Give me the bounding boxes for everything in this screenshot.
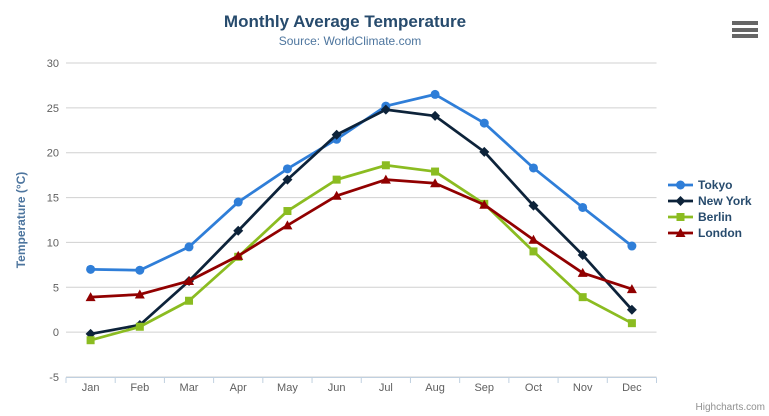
x-axis-tick-label: Sep [474, 382, 494, 394]
data-point-new-york[interactable] [626, 304, 637, 315]
data-point-london[interactable] [430, 178, 441, 188]
legend-label: New York [698, 194, 752, 208]
y-axis-tick-label: 5 [53, 282, 59, 294]
hamburger-icon [732, 21, 758, 25]
data-point-new-york[interactable] [577, 249, 588, 260]
data-point-london[interactable] [233, 250, 244, 260]
data-point-tokyo[interactable] [282, 164, 292, 174]
legend-marker-square-icon [668, 213, 693, 221]
legend-label: London [698, 226, 742, 240]
data-point-berlin[interactable] [431, 167, 440, 176]
hamburger-icon [732, 34, 758, 38]
data-point-tokyo[interactable] [528, 163, 538, 173]
y-axis-tick-label: -5 [49, 372, 59, 384]
legend-item-tokyo[interactable]: Tokyo [667, 177, 752, 193]
x-axis-tick-label: Aug [425, 382, 445, 394]
x-axis-tick-label: Apr [230, 382, 247, 394]
data-point-london[interactable] [331, 190, 342, 200]
y-axis-title: Temperature (°C) [14, 172, 28, 269]
export-menu-button[interactable] [732, 21, 758, 38]
x-axis-tick-label: Dec [622, 382, 642, 394]
x-axis-tick-label: May [277, 382, 298, 394]
data-point-berlin[interactable] [185, 296, 194, 305]
legend-item-new-york[interactable]: New York [667, 193, 752, 209]
chart-subtitle: Source: WorldClimate.com [278, 34, 422, 48]
x-axis-tick-label: Feb [130, 382, 149, 394]
credits-link[interactable]: Highcharts.com [695, 402, 765, 413]
data-point-berlin[interactable] [529, 247, 538, 256]
data-point-tokyo[interactable] [135, 265, 145, 275]
data-point-berlin[interactable] [283, 207, 292, 216]
data-point-tokyo[interactable] [233, 197, 243, 207]
series-line-berlin[interactable] [89, 163, 634, 342]
legend-item-berlin[interactable]: Berlin [667, 209, 752, 225]
legend: Tokyo New York Berlin London [667, 177, 752, 241]
x-axis-tick-label: Oct [525, 382, 542, 394]
legend-marker-triangle-icon [668, 228, 693, 237]
data-point-london[interactable] [134, 289, 145, 299]
chart-title: Monthly Average Temperature [223, 12, 467, 31]
data-point-london[interactable] [184, 276, 195, 286]
data-point-london[interactable] [626, 284, 637, 294]
hamburger-icon [732, 27, 758, 32]
data-point-tokyo[interactable] [578, 202, 588, 212]
y-axis-tick-label: 30 [47, 58, 59, 70]
x-axis-tick-label: Mar [180, 382, 199, 394]
data-point-berlin[interactable] [332, 175, 341, 184]
x-axis-tick-label: Jan [82, 382, 100, 394]
data-point-london[interactable] [282, 220, 293, 230]
data-point-berlin[interactable] [381, 161, 390, 170]
legend-label: Tokyo [698, 178, 733, 192]
x-axis-tick-label: Jun [328, 382, 346, 394]
y-axis-tick-label: 15 [47, 193, 59, 205]
data-point-berlin[interactable] [135, 322, 144, 331]
data-point-berlin[interactable] [86, 336, 95, 345]
data-point-tokyo[interactable] [86, 264, 96, 274]
data-point-new-york[interactable] [528, 200, 539, 211]
y-axis-tick-label: 20 [47, 148, 59, 160]
y-axis-tick-label: 0 [53, 327, 59, 339]
data-point-tokyo[interactable] [479, 118, 489, 128]
legend-item-london[interactable]: London [667, 225, 752, 241]
data-point-london[interactable] [528, 234, 539, 244]
data-point-tokyo[interactable] [430, 89, 440, 99]
data-point-london[interactable] [479, 199, 490, 209]
x-axis-tick-label: Nov [573, 382, 593, 394]
data-point-berlin[interactable] [578, 293, 587, 302]
legend-marker-diamond-icon [668, 196, 693, 206]
data-point-london[interactable] [577, 267, 588, 277]
y-axis-tick-label: 25 [47, 103, 59, 115]
legend-marker-shape[interactable] [676, 180, 685, 190]
legend-label: Berlin [698, 210, 733, 224]
data-point-new-york[interactable] [331, 129, 342, 140]
data-point-tokyo[interactable] [627, 241, 637, 251]
data-point-new-york[interactable] [282, 174, 293, 185]
data-point-tokyo[interactable] [184, 242, 194, 252]
data-point-new-york[interactable] [380, 104, 391, 115]
data-point-new-york[interactable] [430, 110, 441, 121]
x-axis-tick-label: Jul [379, 382, 393, 394]
legend-marker-circle-icon [668, 180, 693, 190]
data-point-london[interactable] [85, 292, 96, 302]
data-point-new-york[interactable] [479, 146, 490, 157]
legend-marker-shape[interactable] [676, 213, 685, 221]
data-point-berlin[interactable] [627, 319, 636, 328]
data-point-london[interactable] [380, 174, 391, 184]
series-line-london[interactable] [89, 178, 634, 299]
legend-marker-shape[interactable] [675, 228, 686, 237]
series-line-new-york[interactable] [89, 108, 634, 336]
legend-marker-shape[interactable] [675, 196, 686, 206]
y-axis-tick-label: 10 [47, 237, 59, 249]
data-point-new-york[interactable] [233, 225, 244, 236]
